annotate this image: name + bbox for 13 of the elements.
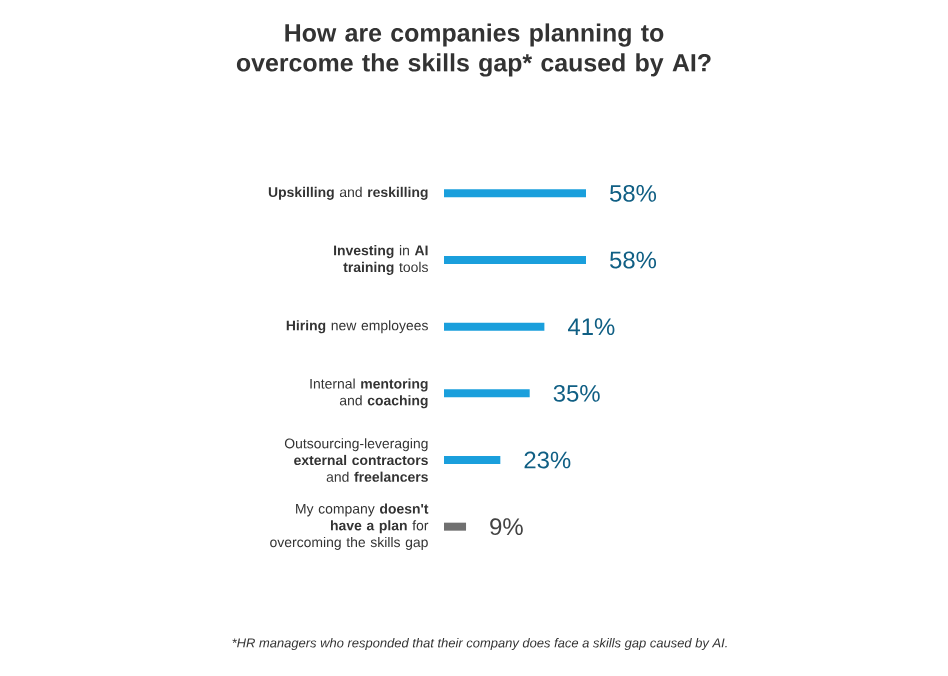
data-label: 58%	[610, 184, 657, 202]
data-label: 41%	[567, 318, 615, 336]
bar	[444, 256, 586, 264]
data-label: 23%	[524, 451, 571, 469]
data-label: 9%	[490, 518, 523, 536]
chart-title: How are companies planning to overcome the skills gap* caused by AI?	[236, 23, 711, 77]
bar	[444, 522, 467, 531]
bar	[444, 389, 530, 398]
data-label: 58%	[610, 251, 657, 269]
bar	[444, 456, 501, 464]
bar	[444, 189, 586, 198]
bar	[444, 322, 545, 331]
data-label: 35%	[553, 384, 600, 402]
